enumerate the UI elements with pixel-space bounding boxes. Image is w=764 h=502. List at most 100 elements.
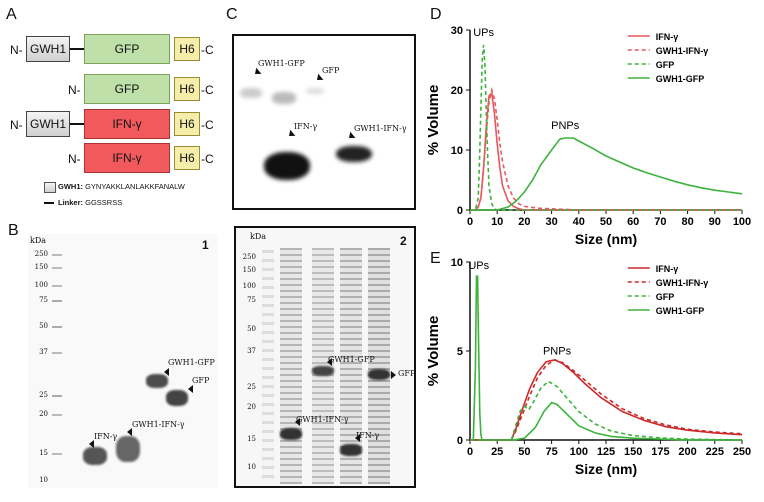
arrowhead-icon [282, 129, 296, 143]
y-axis-label: % Volume [425, 316, 442, 387]
ladder-band [52, 414, 62, 416]
ladder-label: 250 [242, 253, 256, 261]
gwh1-block: GWH1 [26, 111, 70, 137]
ladder-band [52, 453, 62, 455]
arrowhead-icon [290, 418, 300, 426]
panel-label-c: C [226, 6, 238, 23]
panel-label-e: E [430, 250, 441, 267]
legend-label: IFN-γ [656, 264, 679, 274]
ladder-label: 150 [34, 263, 48, 271]
linker-sequence: GGSSRSS [85, 198, 123, 207]
series-line [470, 359, 743, 441]
x-tick-label: 225 [706, 446, 724, 458]
arrowhead-icon [183, 385, 193, 393]
sample-lane [368, 248, 390, 484]
series-line [470, 86, 742, 211]
y-tick-label: 30 [451, 25, 463, 37]
ladder-band [52, 285, 62, 287]
h6-tag: H6 [174, 37, 200, 61]
ladder-label: 20 [39, 410, 48, 418]
kda-label: kDa [250, 232, 267, 241]
arrowhead-icon [342, 131, 356, 145]
blot-label-gwh1-gfp: GWH1-GFP [258, 59, 305, 68]
x-tick-label: 250 [733, 446, 751, 458]
series-line [470, 380, 743, 441]
ifn-gamma-band [340, 444, 362, 456]
x-tick-label: 60 [627, 216, 639, 228]
x-tick-label: 30 [545, 216, 557, 228]
ladder-label: 25 [247, 383, 256, 391]
linker-legend: Linker: GGSSRSS [58, 198, 122, 207]
panel-label-d: D [430, 6, 442, 23]
kda-label: kDa [30, 236, 47, 245]
gel-number: 1 [202, 238, 209, 252]
blot-label-ifn-gamma: IFN-γ [294, 122, 318, 131]
gfp-blot-band [272, 92, 296, 104]
panel-label-b: B [8, 222, 19, 239]
arrowhead-icon [322, 358, 332, 366]
x-tick-label: 100 [733, 216, 751, 228]
gel-1-coomassie: kDa 1 250 150 100 75 50 37 25 20 15 10 G… [28, 234, 218, 488]
legend-label: GFP [656, 292, 675, 302]
ladder-label: 50 [39, 322, 48, 330]
x-tick-label: 175 [651, 446, 669, 458]
gel-2-total-protein: kDa 2 250 150 100 75 50 37 25 20 15 10 G… [234, 226, 416, 488]
y-tick-label: 0 [457, 435, 463, 447]
x-tick-label: 100 [570, 446, 588, 458]
linker-line [70, 123, 84, 125]
series-line [470, 137, 743, 211]
ifn-gamma-blot-band [264, 152, 310, 180]
gfp-blot-band-faint [306, 88, 324, 94]
arrowhead-icon [248, 67, 262, 81]
gwh1-ifn-gamma-blot-band [336, 146, 372, 162]
blot-label-gfp: GFP [322, 66, 340, 75]
legend-label: GFP [656, 60, 675, 70]
series-line [470, 275, 742, 441]
ladder-band [52, 267, 62, 269]
n-terminus: N- [10, 43, 23, 57]
legend-label: GWH1-IFN-γ [656, 278, 709, 288]
annotation-label: PNPs [543, 346, 572, 358]
y-tick-label: 0 [457, 205, 463, 217]
ladder-lane [262, 250, 274, 480]
x-axis-label: Size (nm) [575, 231, 637, 247]
x-tick-label: 125 [597, 446, 615, 458]
annotation-label: UPs [473, 27, 494, 39]
arrowhead-icon [122, 428, 132, 436]
y-tick-label: 5 [457, 346, 463, 358]
x-tick-label: 20 [518, 216, 530, 228]
x-tick-label: 90 [709, 216, 721, 228]
annotation-label: UPs [468, 260, 489, 272]
band-label-gfp: GFP [192, 376, 210, 385]
c-terminus: -C [201, 43, 214, 57]
c-label: C [205, 118, 214, 132]
band-label-gwh1-gfp: GWH1-GFP [328, 355, 375, 364]
x-tick-label: 25 [491, 446, 503, 458]
c-terminus: -C [201, 152, 214, 166]
ladder-label: 250 [34, 250, 48, 258]
y-tick-label: 20 [451, 85, 463, 97]
band-label-gfp: GFP [398, 369, 416, 378]
ladder-label: 50 [247, 325, 256, 333]
gwh1-legend: GWH1: GYNYAKKLANLAKKFANALW [58, 182, 185, 191]
linker-line [70, 48, 84, 50]
x-tick-label: 200 [678, 446, 696, 458]
band-label-gwh1-ifn-gamma: GWH1-IFN-γ [296, 415, 349, 424]
c-terminus: -C [201, 83, 214, 97]
band-label-ifn-gamma: IFN-γ [94, 432, 118, 441]
ladder-label: 20 [247, 403, 256, 411]
blot-label-gwh1-ifn-gamma: GWH1-IFN-γ [354, 124, 407, 133]
gwh1-gfp-band [312, 366, 334, 376]
panel-label-a: A [6, 6, 17, 23]
n-terminus: N- [68, 83, 81, 97]
ladder-band [52, 352, 62, 354]
x-tick-label: 50 [600, 216, 612, 228]
band-label-ifn-gamma: IFN-γ [356, 431, 380, 440]
gwh1-gfp-blot-band [240, 88, 262, 98]
gfp-block: GFP [84, 34, 170, 64]
ladder-label: 37 [247, 347, 256, 355]
ladder-label: 150 [242, 266, 256, 274]
ifn-gamma-band [83, 447, 107, 465]
gfp-band [368, 369, 390, 380]
ladder-label: 15 [247, 435, 256, 443]
